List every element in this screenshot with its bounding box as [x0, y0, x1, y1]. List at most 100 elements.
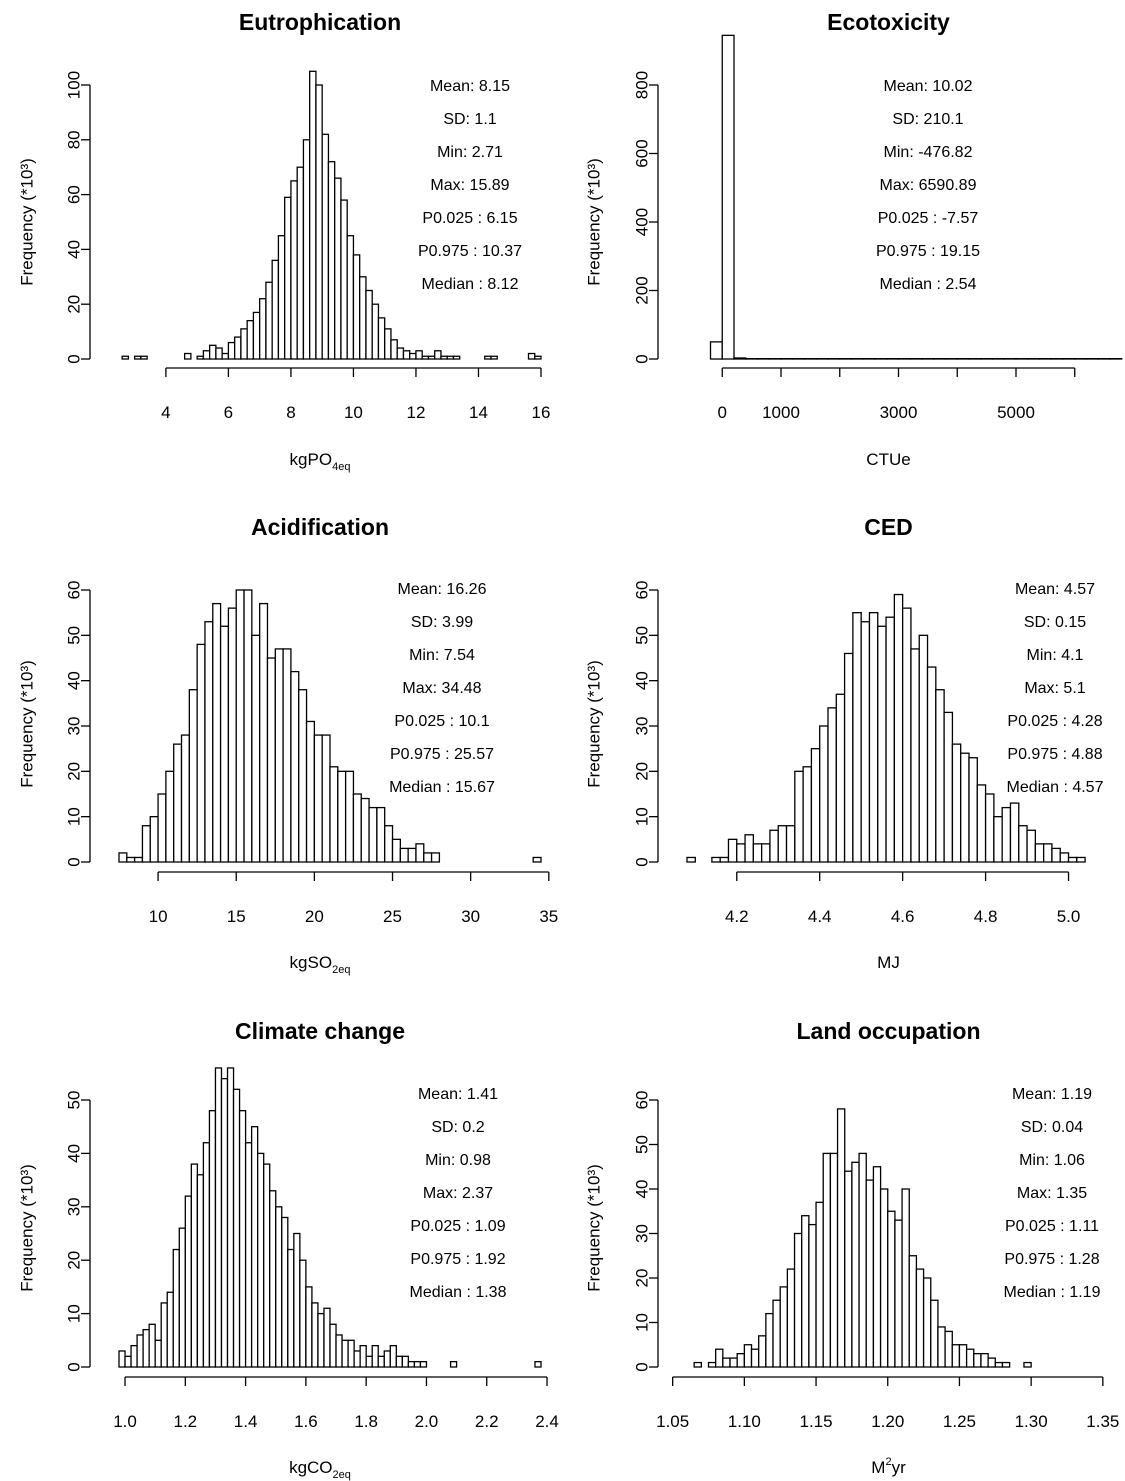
- stat-label: Max: 2.37: [423, 1185, 493, 1202]
- histogram-bar: [376, 806, 386, 863]
- stat-label: P0.025 : 1.11: [1005, 1218, 1099, 1235]
- x-axis-label: M2yr: [871, 1456, 906, 1477]
- histogram-panel: Land occupation 0 10 20 30 40 50 60 Frequency (*…: [584, 1018, 1119, 1477]
- stat-label: SD: 0.2: [431, 1119, 484, 1136]
- histogram-bar: [133, 856, 144, 863]
- histogram-bar: [315, 84, 323, 360]
- histogram-bar: [196, 355, 205, 360]
- histogram-bar: [761, 843, 771, 863]
- histogram-bar: [785, 825, 796, 863]
- histogram-bar: [240, 328, 248, 360]
- histogram-bar: [290, 670, 300, 863]
- y-tick-label: 40: [64, 1144, 83, 1163]
- histogram-bar: [281, 1216, 289, 1368]
- histogram-bar: [930, 1299, 939, 1368]
- histogram-bar: [750, 1348, 760, 1368]
- y-tick-label: 0: [632, 354, 651, 363]
- y-tick-label: 50: [64, 626, 83, 645]
- histogram-bar: [323, 1307, 331, 1368]
- y-axis-label: Frequency (*10³): [584, 1164, 603, 1292]
- histogram-bar: [532, 856, 542, 863]
- histogram-bar: [779, 1286, 789, 1368]
- histogram-bar: [226, 1067, 235, 1368]
- histogram-bar: [1018, 825, 1028, 863]
- histogram-bar: [160, 1302, 168, 1368]
- x-tick-label: 14: [469, 403, 488, 422]
- stat-label: Median : 1.38: [410, 1284, 507, 1301]
- histogram-bar: [727, 838, 738, 863]
- histogram-bar: [321, 734, 331, 863]
- histogram-bar: [968, 757, 978, 863]
- histogram-bar: [852, 612, 862, 863]
- histogram-bar: [257, 1152, 265, 1368]
- histogram-bar: [786, 1268, 796, 1368]
- x-tick-label: 0: [718, 403, 727, 422]
- histogram-bar: [893, 593, 904, 863]
- histogram-bar: [215, 347, 223, 360]
- stat-label: P0.975 : 1.92: [410, 1251, 505, 1268]
- histogram-bar: [722, 1357, 731, 1368]
- chart-title: CED: [864, 514, 913, 540]
- stat-label: Min: 2.71: [437, 144, 503, 161]
- stat-label: Median : 8.12: [422, 276, 519, 293]
- stat-label: P0.975 : 10.37: [418, 243, 522, 260]
- histogram-bar: [951, 743, 962, 863]
- x-tick-label: 8: [286, 403, 295, 422]
- y-tick-label: 40: [64, 240, 83, 259]
- histogram-bar: [365, 1355, 373, 1368]
- x-axis-label: kgCO2eq: [289, 1458, 351, 1481]
- histogram-bar: [827, 707, 837, 863]
- histogram-bar: [340, 199, 348, 360]
- histogram-bar: [344, 770, 355, 863]
- histogram-bar: [794, 770, 804, 863]
- x-tick-label: 4.4: [808, 907, 832, 926]
- histogram-bar: [165, 770, 175, 863]
- x-tick-label: 1000: [762, 403, 800, 422]
- histogram-bar: [835, 693, 846, 863]
- histogram-bar: [173, 743, 183, 863]
- histogram-bar: [227, 341, 236, 360]
- x-tick-label: 35: [539, 907, 558, 926]
- histogram-bar: [743, 1344, 753, 1368]
- histogram-bar: [126, 856, 136, 863]
- histogram-panel: Acidification 0 10 20 30 40 50 60 Frequency (*10…: [17, 514, 558, 976]
- histogram-bar: [149, 816, 159, 863]
- chart-title: Land occupation: [797, 1018, 981, 1044]
- stat-label: P0.975 : 1.28: [1004, 1251, 1099, 1268]
- histogram-bar: [885, 616, 895, 863]
- histogram-bar: [409, 352, 417, 360]
- histogram-bar: [937, 1326, 946, 1368]
- histogram-bar: [490, 355, 498, 360]
- histogram-bar: [421, 355, 430, 360]
- stat-label: Mean: 4.57: [1015, 581, 1095, 598]
- histogram-bar: [910, 648, 920, 863]
- histogram-bar: [282, 648, 292, 863]
- histogram-bar: [1051, 847, 1061, 863]
- histogram-bar: [908, 1255, 918, 1368]
- x-tick-label: 10: [344, 403, 363, 422]
- stat-label: Max: 34.48: [402, 680, 481, 697]
- histogram-bar: [271, 259, 280, 360]
- stat-label: SD: 210.1: [892, 111, 963, 128]
- x-axis-label: CTUe: [866, 450, 910, 469]
- histogram-bar: [452, 355, 461, 360]
- histogram-bar: [202, 350, 211, 360]
- histogram-bar: [321, 133, 330, 360]
- stat-label: P0.975 : 19.15: [876, 243, 980, 260]
- histogram-bar: [449, 1361, 458, 1368]
- histogram-bar: [401, 1355, 410, 1368]
- histogram-bar: [872, 1166, 882, 1368]
- histogram-bar: [299, 1259, 307, 1368]
- histogram-bar: [1026, 829, 1037, 863]
- histogram-bar: [707, 1361, 717, 1368]
- histogram-bar: [744, 834, 754, 863]
- histogram-bar: [141, 825, 151, 863]
- x-tick-label: 15: [227, 907, 246, 926]
- y-tick-label: 60: [64, 581, 83, 600]
- stat-label: Min: 4.1: [1027, 647, 1084, 664]
- histogram-bar: [133, 355, 142, 360]
- histogram-bar: [822, 1152, 832, 1368]
- histogram-bar: [130, 1344, 138, 1368]
- histogram-bar: [951, 1344, 961, 1368]
